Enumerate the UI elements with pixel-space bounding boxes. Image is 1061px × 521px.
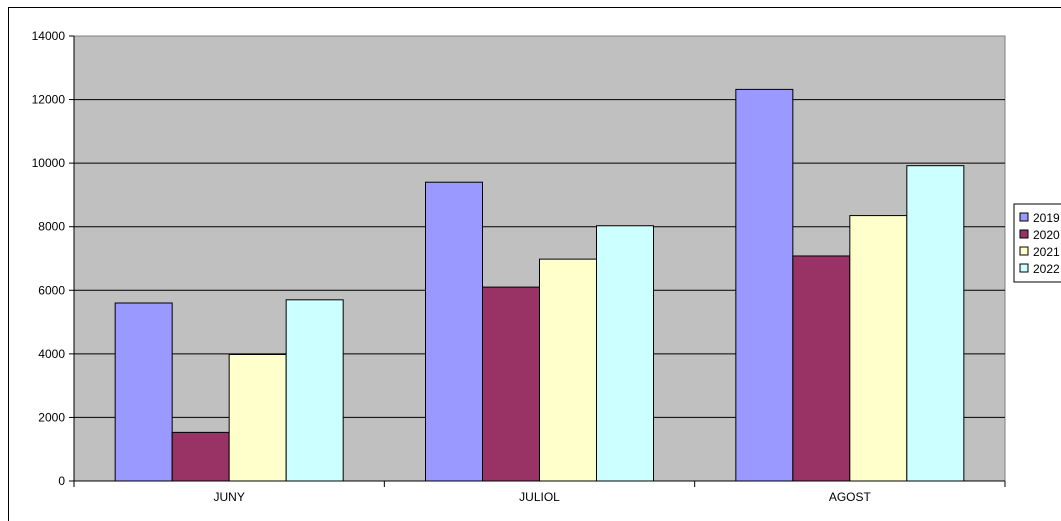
bar-2019-agost [735,88,794,482]
bar-2019-juny [114,302,173,482]
y-tick-labels: 0 2000 4000 6000 8000 10000 12000 14000 [32,29,66,488]
legend-label-2022: 2022 [1033,262,1060,276]
legend-label-2021: 2021 [1033,245,1060,259]
bar-2021-juliol [539,258,597,482]
x-tick-label: JUNY [213,490,244,504]
y-tick-label: 8000 [38,220,65,234]
bar-2021-juny [228,353,287,482]
y-tick-label: 4000 [38,347,65,361]
legend: 2019 2020 2021 2022 [1013,203,1061,283]
x-tick-label: AGOST [829,490,872,504]
legend-swatch-2020 [1019,229,1029,239]
bar-2022-juny [285,299,344,482]
y-tick-label: 0 [58,474,65,488]
bar-2020-juny [171,431,230,482]
y-tick-label: 14000 [32,29,66,43]
y-tick-label: 6000 [38,283,65,297]
bars [114,88,965,482]
legend-swatch-2021 [1019,246,1029,256]
legend-label-2020: 2020 [1033,228,1060,242]
bar-2019-juliol [425,181,483,482]
legend-swatch-2022 [1019,263,1029,273]
axes [69,35,1006,487]
bar-2022-agost [906,165,965,482]
legend-swatch-2019 [1019,212,1029,222]
legend-label-2019: 2019 [1033,211,1060,225]
x-tick-labels: JUNY JULIOL AGOST [213,490,871,504]
bar-2021-agost [849,215,908,482]
y-tick-label: 2000 [38,410,65,424]
bar-2020-juliol [482,286,540,482]
y-tick-label: 10000 [32,156,66,170]
chart-frame [8,7,1061,521]
x-tick-label: JULIOL [519,490,560,504]
bar-2022-juliol [596,225,654,482]
bar-2020-agost [792,255,851,482]
y-tick-label: 12000 [32,93,66,107]
